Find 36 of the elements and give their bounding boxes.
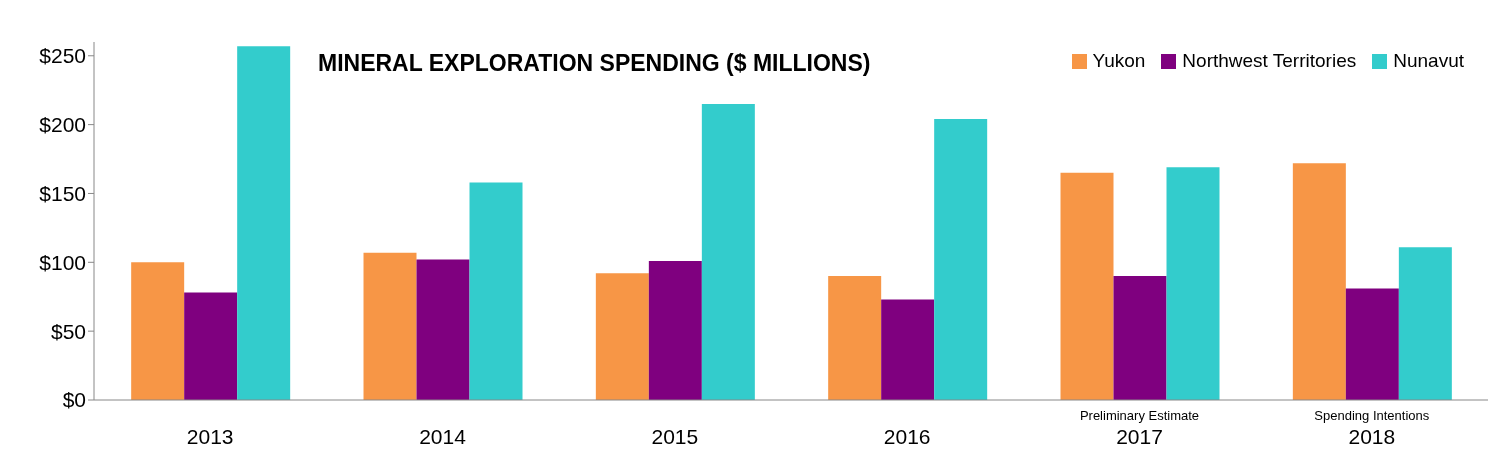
y-tick-label: $150 xyxy=(39,181,86,205)
x-tick-label: 2017 xyxy=(1116,425,1163,448)
bar xyxy=(416,259,470,400)
bar xyxy=(469,182,523,400)
bar xyxy=(1345,288,1399,400)
text: Spending Intentions xyxy=(1314,408,1430,423)
legend-label: Nunavut xyxy=(1392,50,1464,72)
legend-label: Northwest Territories xyxy=(1181,50,1357,72)
x-tick-label: 2016 xyxy=(883,425,931,448)
bar xyxy=(237,46,291,400)
bar xyxy=(184,292,238,400)
bar xyxy=(701,103,755,400)
bar xyxy=(595,273,649,400)
bar xyxy=(363,252,417,400)
bar xyxy=(881,299,935,400)
bar xyxy=(1113,276,1167,400)
text: Preliminary Estimate xyxy=(1079,408,1200,423)
x-tick-label: 2018 xyxy=(1348,425,1396,448)
bar xyxy=(934,119,988,400)
bar xyxy=(131,262,185,400)
legend-label: Yukon xyxy=(1091,50,1146,72)
x-tick-label: 2014 xyxy=(419,425,467,448)
y-tick-label: $200 xyxy=(39,113,86,137)
bar xyxy=(828,276,882,400)
y-tick-label: $100 xyxy=(39,250,86,274)
bar xyxy=(1398,247,1452,400)
x-tick-label: 2015 xyxy=(651,425,699,448)
x-tick-label: 2013 xyxy=(186,425,234,448)
bar xyxy=(1166,167,1220,400)
bar xyxy=(1060,172,1114,400)
y-tick-label: $50 xyxy=(50,319,86,343)
chart-title: MINERAL EXPLORATION SPENDING ($ MILLIONS) xyxy=(318,50,871,77)
bar xyxy=(1292,163,1346,400)
bar xyxy=(648,260,702,400)
y-tick-label: $250 xyxy=(39,44,86,68)
y-tick-label: $0 xyxy=(62,388,86,412)
